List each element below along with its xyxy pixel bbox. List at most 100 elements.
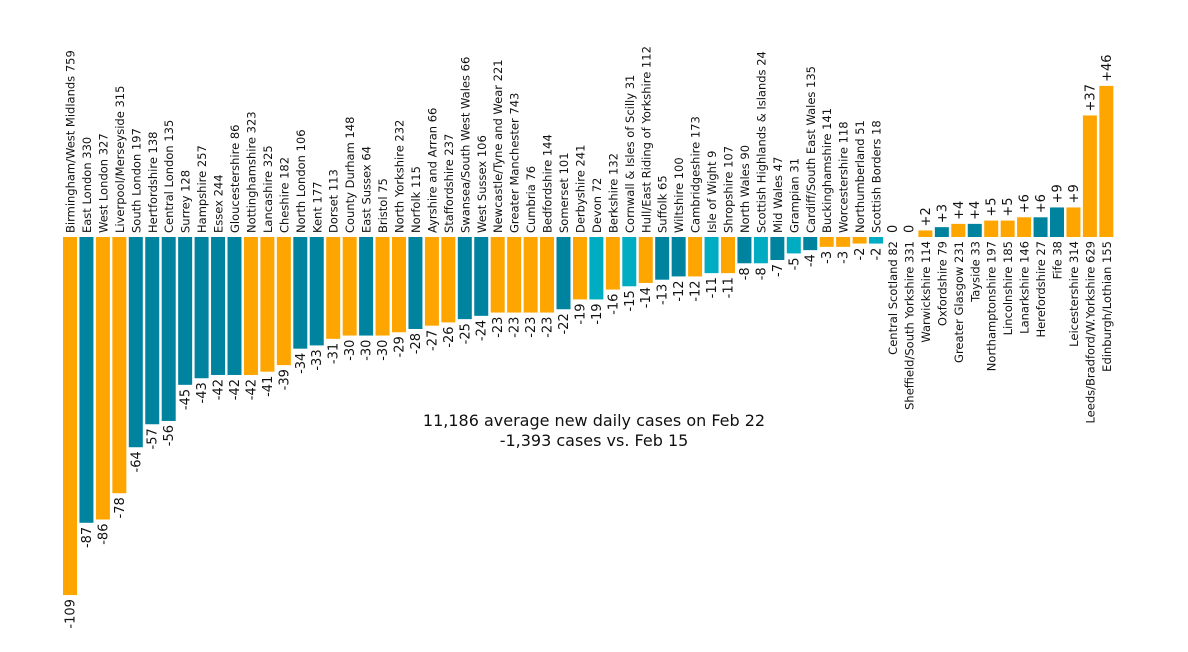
bar	[392, 237, 406, 332]
category-label: Surrey 128	[179, 170, 193, 233]
value-label: -12	[672, 280, 687, 301]
value-label: -2	[870, 248, 885, 261]
bar	[820, 237, 834, 247]
bar	[737, 237, 751, 263]
value-label: 0	[886, 225, 901, 233]
bar	[935, 227, 949, 237]
category-label: East Sussex 64	[360, 146, 374, 233]
category-label: Swansea/South West Wales 66	[458, 57, 472, 233]
category-label: Staffordshire 237	[442, 134, 456, 233]
category-label: Essex 244	[212, 174, 226, 233]
category-label: Scottish Highlands & Islands 24	[754, 51, 768, 233]
bar	[853, 237, 867, 244]
bar	[326, 237, 340, 339]
bar	[211, 237, 225, 375]
category-label: Hertfordshire 138	[146, 131, 160, 233]
value-label: -3	[820, 251, 835, 264]
category-label: Grampian 31	[787, 158, 801, 233]
category-label: Mid Wales 47	[771, 157, 785, 233]
bar	[178, 237, 192, 385]
category-label: Warwickshire 114	[919, 241, 933, 343]
value-label: -5	[787, 257, 802, 270]
value-label: -45	[179, 389, 194, 410]
value-label: 0	[902, 225, 917, 233]
category-label: Tayside 33	[968, 241, 982, 303]
category-label: Edinburgh/Lothian 155	[1100, 241, 1114, 372]
value-label: -7	[771, 264, 786, 277]
category-label: Gloucestershire 86	[228, 125, 242, 233]
bar	[557, 237, 571, 309]
annotation-line-2: -1,393 cases vs. Feb 15	[0, 431, 1188, 451]
bar	[622, 237, 636, 286]
value-label: +4	[968, 201, 983, 220]
category-label: Leicestershire 314	[1067, 241, 1081, 347]
value-label: -33	[310, 349, 325, 370]
bar	[639, 237, 653, 283]
category-label: Bristol 75	[376, 178, 390, 233]
bar	[343, 237, 357, 336]
value-label: -39	[277, 369, 292, 390]
value-label: +9	[1051, 184, 1066, 203]
value-label: -87	[80, 527, 95, 548]
category-label: North Yorkshire 232	[393, 120, 407, 233]
category-label: Bedfordshire 144	[541, 134, 555, 233]
bar	[408, 237, 422, 329]
value-label: -30	[360, 340, 375, 361]
value-label: -42	[212, 379, 227, 400]
category-label: Scottish Borders 18	[870, 120, 884, 233]
value-label: +6	[1018, 194, 1033, 213]
value-label: -11	[705, 277, 720, 298]
bar	[79, 237, 93, 523]
value-label: +46	[1100, 54, 1115, 81]
category-label: East London 330	[80, 137, 94, 233]
bar	[688, 237, 702, 276]
bar	[918, 230, 932, 237]
bar	[376, 237, 390, 336]
bar	[836, 237, 850, 247]
bar	[195, 237, 209, 378]
category-label: Ayrshire and Arran 66	[425, 108, 439, 233]
bar	[573, 237, 587, 299]
bar	[1083, 115, 1097, 237]
value-label: -23	[524, 317, 539, 338]
bar	[96, 237, 110, 520]
bar	[145, 237, 159, 424]
bar	[787, 237, 801, 253]
value-label: -86	[96, 524, 111, 545]
value-label: -15	[623, 290, 638, 311]
value-label: -22	[557, 313, 572, 334]
bar	[705, 237, 719, 273]
category-label: Sheffield/South Yorkshire 331	[902, 241, 916, 410]
value-label: -16	[606, 294, 621, 315]
value-label: -109	[64, 599, 79, 629]
category-label: Liverpool/Merseyside 315	[113, 86, 127, 233]
bar	[1017, 217, 1031, 237]
value-label: -24	[475, 320, 490, 341]
category-label: Northamptonshire 197	[985, 241, 999, 371]
value-label: +9	[1067, 184, 1082, 203]
category-label: Norfolk 115	[409, 166, 423, 233]
bar	[244, 237, 258, 375]
bar	[968, 224, 982, 237]
value-label: -25	[458, 323, 473, 344]
bar	[112, 237, 126, 493]
category-label: Cheshire 182	[277, 157, 291, 233]
category-label: Central London 135	[162, 120, 176, 233]
category-label: Isle of Wight 9	[705, 151, 719, 233]
category-label: Kent 177	[310, 182, 324, 233]
category-label: Newcastle/Tyne and Wear 221	[491, 59, 505, 233]
category-label: Fife 38	[1051, 241, 1065, 279]
category-label: Shropshire 107	[722, 146, 736, 233]
category-label: Birmingham/West Midlands 759	[64, 50, 78, 233]
value-label: -23	[491, 317, 506, 338]
bar	[754, 237, 768, 263]
category-label: Central Scotland 82	[886, 241, 900, 355]
value-label: -42	[244, 379, 259, 400]
value-label: -43	[195, 382, 210, 403]
bar	[359, 237, 373, 336]
category-label: Hull/East Riding of Yorkshire 112	[639, 46, 653, 233]
category-label: Lanarkshire 146	[1018, 241, 1032, 334]
category-label: Suffolk 65	[656, 175, 670, 233]
category-label: West London 327	[96, 133, 110, 233]
